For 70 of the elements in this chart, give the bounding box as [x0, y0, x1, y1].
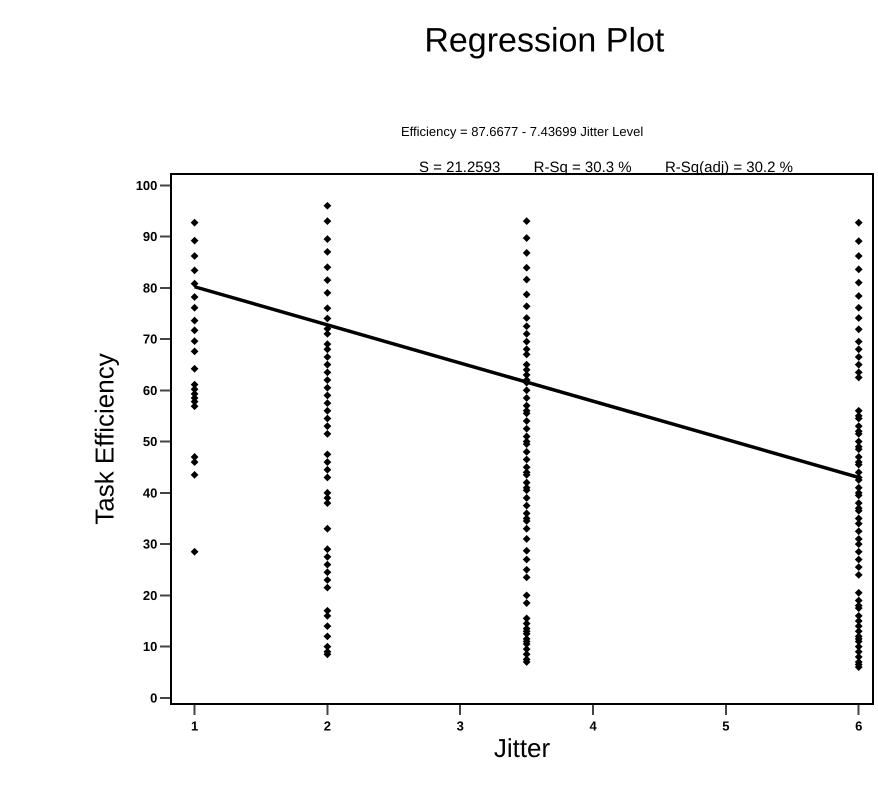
chart-title: Regression Plot — [424, 22, 665, 60]
point — [324, 276, 332, 284]
point — [190, 304, 198, 312]
x-tick-label: 2 — [324, 718, 332, 734]
point — [324, 576, 332, 584]
point — [190, 347, 198, 356]
point — [190, 326, 198, 334]
point — [324, 524, 332, 533]
point — [324, 263, 332, 272]
x-tick-label: 1 — [190, 718, 198, 734]
x-tick-label: 5 — [722, 718, 730, 734]
y-tick-label: 90 — [142, 229, 158, 244]
point — [190, 293, 198, 301]
y-tick-label: 80 — [142, 280, 158, 296]
point — [324, 368, 332, 376]
point — [324, 466, 332, 474]
point — [190, 280, 198, 288]
y-axis-title: Task Efficiency — [90, 353, 120, 525]
x-tick-label: 4 — [589, 718, 598, 734]
point — [324, 289, 332, 297]
point — [324, 392, 332, 400]
point — [190, 548, 198, 556]
point — [324, 384, 332, 392]
point — [324, 235, 332, 243]
y-tick-label: 0 — [150, 690, 158, 706]
point — [324, 422, 332, 430]
point — [190, 337, 198, 345]
point — [190, 316, 198, 324]
point — [324, 430, 332, 438]
y-tick-label: 40 — [142, 485, 158, 500]
point — [324, 406, 332, 415]
y-tick-label: 100 — [136, 178, 158, 193]
y-tick-label: 50 — [142, 434, 158, 450]
point — [190, 236, 198, 245]
y-tick-label: 30 — [142, 536, 158, 552]
point — [324, 568, 332, 576]
point — [324, 414, 332, 422]
point — [324, 553, 332, 561]
point — [324, 330, 332, 338]
point — [324, 458, 332, 466]
point — [324, 248, 332, 256]
point — [324, 376, 332, 384]
point — [324, 353, 332, 361]
point — [190, 266, 198, 274]
point — [324, 560, 332, 568]
y-tick-label: 20 — [142, 588, 158, 603]
point — [190, 470, 198, 479]
x-tick-label: 3 — [456, 718, 464, 734]
point — [324, 622, 332, 630]
point — [324, 399, 332, 408]
point — [324, 545, 332, 554]
y-tick-label: 60 — [142, 382, 158, 398]
x-axis-title: Jitter — [494, 732, 551, 763]
point — [324, 304, 332, 312]
point — [190, 218, 198, 227]
point — [324, 450, 332, 458]
y-tick-label: 10 — [142, 639, 158, 654]
chart-subtitle: Efficiency = 87.6677 - 7.43699 Jitter Level — [401, 124, 644, 139]
point — [324, 202, 332, 210]
point — [324, 217, 332, 226]
point — [324, 314, 332, 322]
point — [324, 632, 332, 640]
point — [190, 252, 198, 260]
point — [324, 584, 332, 592]
point — [190, 364, 198, 373]
y-tick-label: 70 — [142, 332, 158, 347]
annotation: S = 21.2593 R-Sq = 30.3 % R-Sq(adj) = 30.2 % — [419, 159, 793, 176]
point — [324, 474, 332, 482]
point — [324, 360, 332, 369]
x-tick-label: 6 — [855, 718, 862, 734]
